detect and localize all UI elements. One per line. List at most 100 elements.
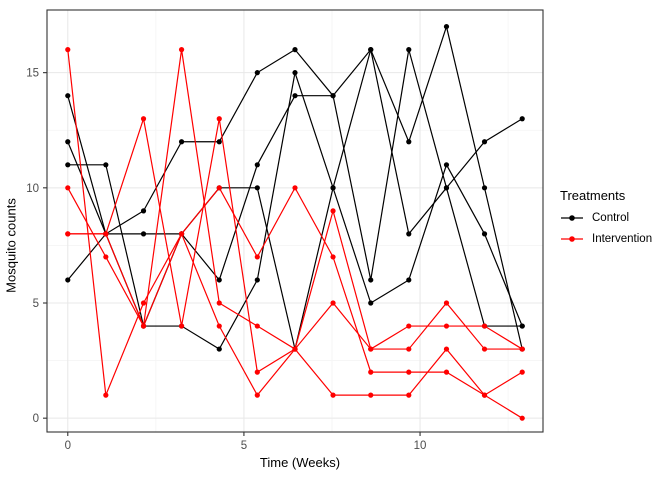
data-point <box>519 415 525 421</box>
panel-background <box>47 10 543 432</box>
data-point <box>330 93 336 99</box>
x-tick-label: 10 <box>414 440 427 452</box>
data-point <box>519 323 525 329</box>
data-point <box>103 231 109 237</box>
legend-item-intervention: Intervention <box>560 233 652 245</box>
data-point <box>519 346 525 352</box>
legend-label-control: Control <box>592 212 630 224</box>
data-point <box>330 392 336 398</box>
data-point <box>65 277 71 283</box>
data-point <box>481 231 488 237</box>
data-point <box>178 47 185 53</box>
data-point <box>254 162 260 168</box>
data-point <box>292 93 298 99</box>
data-point <box>254 392 260 398</box>
data-point <box>443 162 450 168</box>
legend-title: Treatments <box>560 188 626 203</box>
data-point <box>368 277 374 283</box>
x-tick-label: 0 <box>65 440 71 452</box>
data-point <box>443 323 450 329</box>
data-point <box>292 346 298 352</box>
gridlines <box>47 10 543 432</box>
data-point <box>481 392 488 398</box>
data-point <box>103 162 109 168</box>
data-point <box>481 346 488 352</box>
data-point <box>216 300 222 306</box>
data-point <box>140 116 147 122</box>
data-point <box>216 139 222 145</box>
data-point <box>65 139 71 145</box>
x-tick-label: 5 <box>241 440 247 452</box>
data-point <box>216 277 222 283</box>
data-point <box>368 300 374 306</box>
data-point <box>65 47 71 53</box>
data-point <box>216 185 222 191</box>
data-point <box>292 185 298 191</box>
data-point <box>406 139 412 145</box>
data-point <box>481 185 488 191</box>
data-point <box>216 346 222 352</box>
data-point <box>481 139 488 145</box>
y-tick-label: 0 <box>33 413 39 425</box>
data-point <box>406 47 412 53</box>
data-point <box>406 369 412 375</box>
data-point <box>443 369 450 375</box>
data-point <box>443 23 450 30</box>
data-point <box>519 116 525 122</box>
legend-item-control: Control <box>560 212 652 224</box>
intervention-key-icon <box>561 236 583 242</box>
panel-border <box>46 9 544 433</box>
data-point <box>443 300 450 306</box>
data-point <box>406 323 412 329</box>
data-point <box>254 185 260 191</box>
data-point <box>443 346 450 352</box>
data-point <box>140 300 147 306</box>
data-point <box>178 323 185 329</box>
data-point <box>103 254 109 260</box>
data-point <box>178 139 185 145</box>
series-intervention-1 <box>65 47 525 421</box>
data-point <box>65 185 71 191</box>
data-point <box>140 208 147 214</box>
series-intervention-4 <box>65 231 525 398</box>
data-point <box>368 346 374 352</box>
control-key-icon <box>561 215 583 221</box>
data-point <box>330 254 336 260</box>
axis-ticks: 0 5 10 0 5 10 15 <box>26 68 426 452</box>
y-tick-label: 10 <box>26 183 39 195</box>
data-point <box>103 392 109 398</box>
data-point <box>140 323 147 329</box>
data-point <box>292 70 298 76</box>
data-point <box>368 392 374 398</box>
data-point <box>254 323 260 329</box>
data-point <box>406 392 412 398</box>
data-point <box>406 231 412 237</box>
data-point <box>406 277 412 283</box>
legend: Treatments Control Intervention <box>560 188 652 254</box>
data-point <box>254 277 260 283</box>
data-point <box>481 323 488 329</box>
data-point <box>519 369 525 375</box>
data-point <box>216 116 222 122</box>
data-point <box>330 300 336 306</box>
data-point <box>292 47 298 53</box>
data-point <box>254 369 260 375</box>
data-point <box>443 185 450 191</box>
data-point <box>65 93 71 99</box>
y-tick-label: 5 <box>33 298 39 310</box>
y-tick-label: 15 <box>26 68 39 80</box>
data-point <box>65 231 71 237</box>
data-point <box>216 323 222 329</box>
y-axis-title: Mosquito counts <box>3 198 19 293</box>
data-point <box>330 208 336 214</box>
data-point <box>178 231 185 237</box>
data-point <box>368 47 374 53</box>
data-point <box>330 185 336 191</box>
data-point <box>65 162 71 168</box>
legend-label-intervention: Intervention <box>592 233 653 245</box>
data-point <box>254 254 260 260</box>
data-point <box>368 369 374 375</box>
x-axis-title: Time (Weeks) <box>259 455 341 470</box>
data-point <box>254 70 260 76</box>
